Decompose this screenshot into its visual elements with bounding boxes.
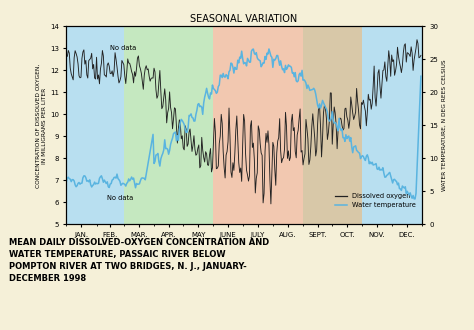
Bar (124, 26, 213, 224)
Bar (213, 26, 303, 224)
Bar (66, 26, 124, 224)
Legend: Dissolved oxygen, Water temperature: Dissolved oxygen, Water temperature (332, 190, 419, 211)
Y-axis label: CONCENTRATION OF DISSOLVED OXYGEN,
IN MILLIGRAMS PER LITER: CONCENTRATION OF DISSOLVED OXYGEN, IN MI… (36, 63, 47, 187)
Text: MEAN DAILY DISSOLVED-OXYGEN CONCENTRATION AND
WATER TEMPERATURE, PASSAIC RIVER B: MEAN DAILY DISSOLVED-OXYGEN CONCENTRATIO… (9, 238, 270, 283)
Title: SEASONAL VARIATION: SEASONAL VARIATION (191, 14, 298, 24)
Text: No data: No data (110, 45, 137, 50)
Text: No data: No data (107, 195, 134, 201)
Y-axis label: WATER TEMPERATURE, N DEG REES CELSIUS: WATER TEMPERATURE, N DEG REES CELSIUS (441, 60, 447, 191)
Bar (363, 26, 422, 224)
Bar (303, 26, 363, 224)
